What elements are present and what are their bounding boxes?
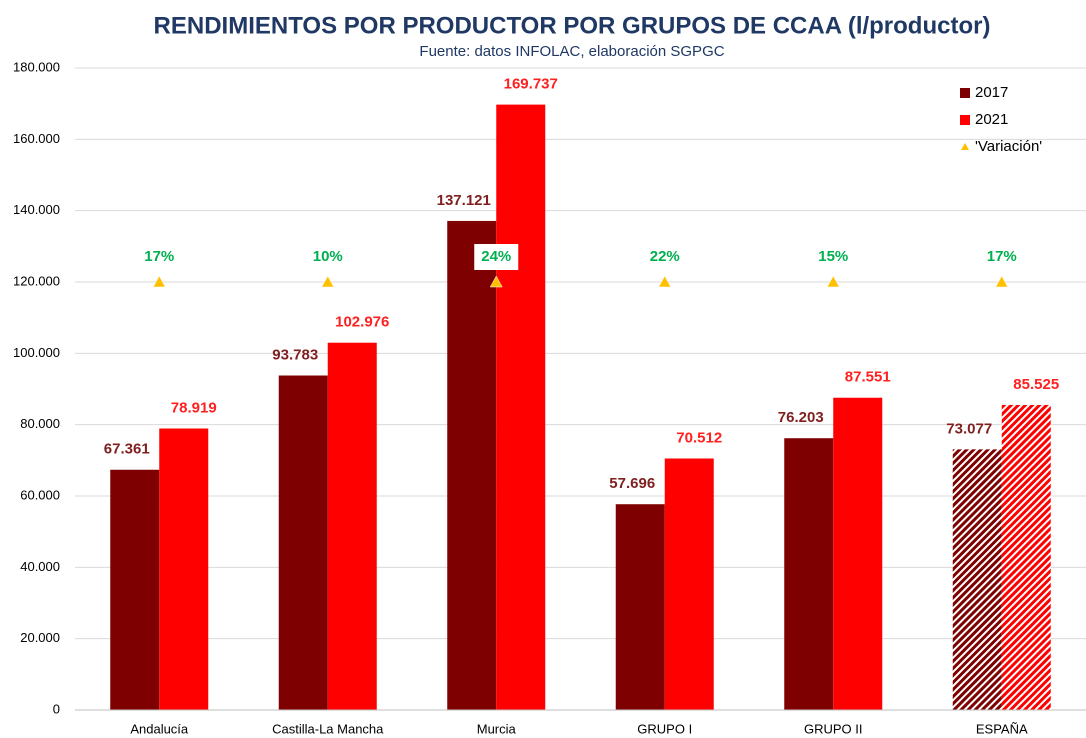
x-tick-label: Castilla-La Mancha	[272, 721, 384, 736]
data-label: 57.696	[609, 475, 655, 492]
data-label: 70.512	[676, 429, 722, 446]
bar	[664, 458, 714, 710]
bar	[110, 469, 160, 710]
data-label: 87.551	[845, 369, 891, 386]
y-tick-label: 120.000	[13, 273, 60, 288]
variation-marker	[826, 275, 840, 288]
variation-label-bg	[137, 244, 182, 270]
data-label: 102.976	[335, 314, 389, 331]
variation-label: 15%	[818, 248, 848, 265]
data-label: 73.077	[946, 420, 992, 437]
variation-marker	[489, 275, 503, 288]
bar	[1001, 404, 1051, 710]
y-tick-label: 100.000	[13, 345, 60, 360]
legend-label: 2017	[975, 84, 1008, 101]
x-tick-label: GRUPO I	[637, 721, 692, 736]
data-label: 169.737	[504, 76, 558, 93]
variation-marker	[321, 275, 335, 288]
data-label: 78.919	[171, 399, 217, 416]
variation-label-bg	[979, 244, 1024, 270]
bar	[327, 342, 377, 710]
variation-label: 24%	[481, 248, 511, 265]
variation-label: 17%	[144, 248, 174, 265]
x-tick-label: ESPAÑA	[976, 721, 1028, 736]
x-tick-label: Murcia	[477, 721, 517, 736]
bar	[833, 397, 883, 710]
y-tick-label: 180.000	[13, 59, 60, 74]
bar	[952, 449, 1002, 710]
x-tick-label: GRUPO II	[804, 721, 863, 736]
data-label: 137.121	[437, 192, 491, 209]
bar	[496, 104, 546, 711]
variation-label: 17%	[987, 248, 1017, 265]
chart-title: RENDIMIENTOS POR PRODUCTOR POR GRUPOS DE…	[154, 12, 991, 39]
variation-label-bg	[305, 244, 350, 270]
y-tick-label: 0	[53, 701, 60, 716]
data-label: 67.361	[104, 441, 150, 458]
legend-swatch	[960, 115, 970, 125]
variation-marker	[152, 275, 166, 288]
bar	[159, 428, 209, 710]
y-tick-label: 60.000	[20, 487, 60, 502]
data-label: 85.525	[1013, 376, 1059, 393]
legend-label: 'Variación'	[975, 138, 1042, 155]
bar	[615, 504, 665, 710]
variation-label: 22%	[650, 248, 680, 265]
variation-marker	[995, 275, 1009, 288]
chart-subtitle: Fuente: datos INFOLAC, elaboración SGPGC	[419, 43, 724, 60]
bar	[278, 375, 328, 710]
bar	[447, 220, 497, 710]
legend-label: 2021	[975, 111, 1008, 128]
legend-swatch	[960, 88, 970, 98]
variation-marker	[658, 275, 672, 288]
y-tick-label: 160.000	[13, 131, 60, 146]
variation-label-bg	[642, 244, 687, 270]
y-tick-label: 80.000	[20, 416, 60, 431]
data-label: 76.203	[778, 409, 824, 426]
y-tick-label: 140.000	[13, 202, 60, 217]
bar	[784, 438, 834, 710]
data-label: 93.783	[272, 346, 318, 363]
legend-marker	[961, 143, 969, 150]
y-tick-label: 20.000	[20, 630, 60, 645]
variation-label-bg	[811, 244, 856, 270]
y-tick-label: 40.000	[20, 559, 60, 574]
variation-label: 10%	[313, 248, 343, 265]
variation-label-bg	[474, 244, 519, 270]
x-tick-label: Andalucía	[130, 721, 189, 736]
